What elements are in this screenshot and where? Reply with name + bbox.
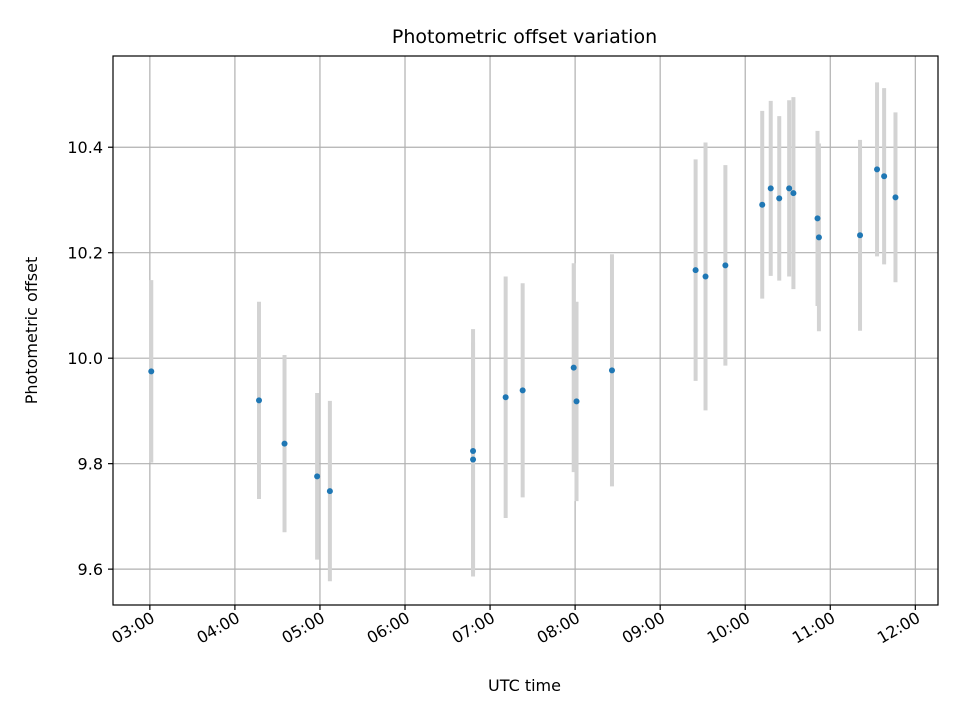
data-point [470, 456, 477, 463]
y-axis-label: Photometric offset [22, 257, 41, 405]
data-point [256, 397, 263, 404]
data-point [608, 367, 615, 374]
data-point [573, 398, 580, 405]
data-point [692, 267, 699, 274]
y-tick-label: 9.6 [78, 560, 103, 579]
grid-lines [113, 56, 938, 605]
data-point [281, 440, 288, 447]
data-point [767, 185, 774, 192]
y-tick-label: 10.0 [67, 349, 103, 368]
data-point [326, 488, 333, 495]
data-point [815, 234, 822, 241]
y-tick-label: 9.8 [78, 455, 103, 474]
data-point [570, 364, 577, 371]
data-point [857, 232, 864, 239]
data-point [892, 194, 899, 201]
data-point [722, 262, 729, 269]
data-point [314, 473, 321, 480]
data-point [702, 273, 709, 280]
data-points [148, 166, 899, 495]
data-point [881, 173, 888, 180]
data-point [790, 190, 797, 197]
chart-title: Photometric offset variation [392, 26, 657, 48]
data-point [470, 448, 477, 455]
data-point [502, 394, 509, 401]
y-tick-label: 10.4 [67, 138, 103, 157]
data-point [519, 387, 526, 394]
data-point [759, 201, 766, 208]
data-point [148, 368, 155, 375]
x-axis-label: UTC time [488, 676, 561, 695]
plot-area-frame [112, 55, 939, 606]
data-point [776, 195, 783, 202]
data-point [814, 215, 821, 222]
data-point [874, 166, 881, 173]
y-tick-label: 10.2 [67, 244, 103, 263]
data-point [786, 185, 793, 192]
